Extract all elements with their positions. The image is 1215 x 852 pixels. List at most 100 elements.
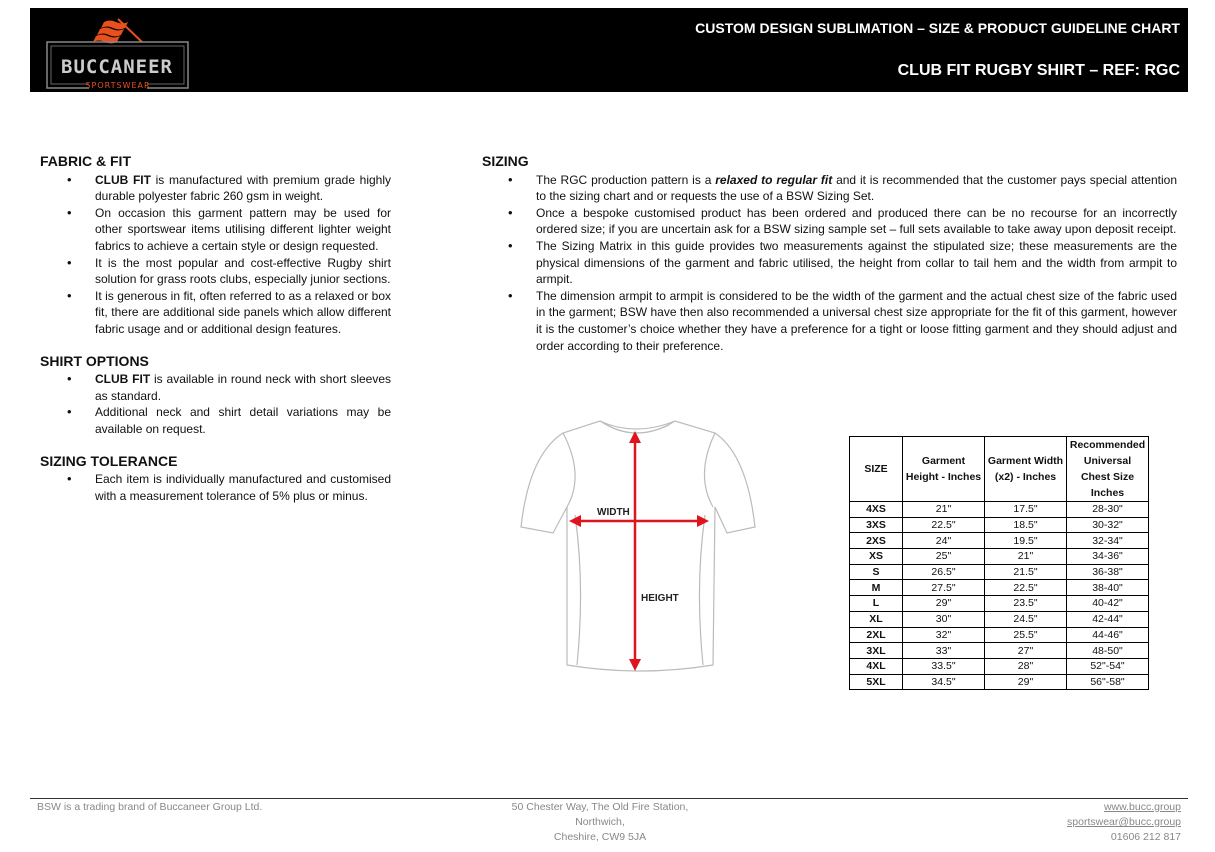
footer-contact: www.bucc.group sportswear@bucc.group 016… <box>1067 800 1181 845</box>
table-cell: 25.5" <box>984 626 1067 644</box>
table-cell: 56"-58" <box>1066 673 1149 691</box>
table-cell: 24" <box>902 532 985 550</box>
table-cell: 28-30" <box>1066 501 1149 518</box>
table-cell: 2XS <box>849 532 903 550</box>
table-row: XS 25" 21" 34-36" <box>849 548 1149 565</box>
column-header: Garment Width (x2) - Inches <box>984 436 1067 502</box>
table-cell: 25" <box>902 548 985 565</box>
table-cell: 34.5" <box>902 673 985 691</box>
table-cell: 52"-54" <box>1066 657 1149 675</box>
sizing-section: SIZING The RGC production pattern is a r… <box>482 153 1177 354</box>
list-item: CLUB FIT is manufactured with premium gr… <box>67 172 392 205</box>
table-cell: 24.5" <box>984 610 1067 628</box>
table-cell: 3XS <box>849 516 903 534</box>
table-cell: 19.5" <box>984 532 1067 550</box>
table-cell: 44-46" <box>1066 626 1149 644</box>
list-item: The dimension armpit to armpit is consid… <box>508 288 1177 354</box>
table-cell: 30-32" <box>1066 516 1149 534</box>
table-row: S 26.5" 21.5" 36-38" <box>849 563 1149 581</box>
email-link[interactable]: sportswear@bucc.group <box>1067 816 1181 828</box>
table-cell: 2XL <box>849 626 903 644</box>
emphasis-text: relaxed to regular fit <box>715 172 833 187</box>
table-cell: 27" <box>984 642 1067 659</box>
item-text: Additional neck and shirt detail variati… <box>95 405 391 436</box>
svg-text:SPORTSWEAR: SPORTSWEAR <box>85 81 150 90</box>
header-banner: BUCCANEER SPORTSWEAR CUSTOM DESIGN SUBLI… <box>30 8 1188 92</box>
list-item: It is generous in fit, often referred to… <box>67 288 391 338</box>
table-cell: 3XL <box>849 642 903 659</box>
list-item: It is the most popular and cost-effectiv… <box>67 255 391 288</box>
left-column: FABRIC & FIT CLUB FIT is manufactured wi… <box>40 153 391 519</box>
table-cell: 48-50" <box>1066 642 1149 659</box>
table-cell: 5XL <box>849 673 903 691</box>
bold-text: CLUB FIT <box>95 372 151 387</box>
table-cell: 4XL <box>849 657 903 675</box>
height-label: HEIGHT <box>641 593 679 604</box>
table-cell: 34-36" <box>1066 548 1149 565</box>
svg-text:BUCCANEER: BUCCANEER <box>61 56 173 78</box>
document-title: CUSTOM DESIGN SUBLIMATION – SIZE & PRODU… <box>695 20 1180 36</box>
table-row: 2XL 32" 25.5" 44-46" <box>849 626 1149 644</box>
section-heading: SIZING <box>482 153 529 169</box>
item-text: The dimension armpit to armpit is consid… <box>536 288 1177 353</box>
table-cell: 38-40" <box>1066 579 1149 597</box>
table-row: XL 30" 24.5" 42-44" <box>849 610 1149 628</box>
table-cell: L <box>849 595 903 612</box>
table-cell: 22.5" <box>902 516 985 534</box>
column-header: SIZE <box>849 436 903 502</box>
item-text: Each item is individually manufactured a… <box>95 472 391 503</box>
table-cell: 22.5" <box>984 579 1067 597</box>
table-cell: XS <box>849 548 903 565</box>
item-text: Once a bespoke customised product has be… <box>536 205 1177 237</box>
phone-number: 01606 212 817 <box>1110 831 1181 843</box>
list-item: On occasion this garment pattern may be … <box>67 205 391 255</box>
list-item: CLUB FIT is available in round neck with… <box>67 371 392 404</box>
footer-address: 50 Chester Way, The Old Fire Station, No… <box>480 800 720 845</box>
table-cell: 17.5" <box>984 501 1067 518</box>
item-text: The Sizing Matrix in this guide provides… <box>536 238 1177 287</box>
website-link[interactable]: www.bucc.group <box>1103 801 1181 813</box>
section-heading: SHIRT OPTIONS <box>40 352 149 369</box>
table-row: 3XL 33" 27" 48-50" <box>849 642 1149 659</box>
column-header: Recommended Universal Chest Size Inches <box>1066 436 1149 502</box>
bold-text: CLUB FIT <box>95 172 151 187</box>
table-cell: 18.5" <box>984 516 1067 534</box>
table-cell: 29" <box>902 595 985 612</box>
item-text: It is generous in fit, often referred to… <box>95 288 391 336</box>
item-text: is available in round neck with short sl… <box>95 372 392 403</box>
table-cell: 33" <box>902 642 985 659</box>
table-cell: 42-44" <box>1066 610 1149 628</box>
table-cell: 27.5" <box>902 579 985 597</box>
sizing-tolerance-section: SIZING TOLERANCE Each item is individual… <box>40 453 391 505</box>
table-cell: 21.5" <box>984 563 1067 581</box>
table-cell: 33.5" <box>902 657 985 675</box>
item-text: is manufactured with premium grade highl… <box>95 172 392 204</box>
table-cell: S <box>849 563 903 581</box>
table-cell: 30" <box>902 610 985 628</box>
table-cell: 32" <box>902 626 985 644</box>
product-title: CLUB FIT RUGBY SHIRT – REF: RGC <box>897 62 1180 79</box>
footer-legal: BSW is a trading brand of Buccaneer Grou… <box>37 801 263 813</box>
table-cell: 26.5" <box>902 563 985 581</box>
table-cell: 29" <box>984 673 1067 691</box>
width-label: WIDTH <box>597 507 630 518</box>
list-item: Additional neck and shirt detail variati… <box>67 404 391 437</box>
table-cell: 4XS <box>849 501 903 518</box>
list-item: The Sizing Matrix in this guide provides… <box>508 238 1177 288</box>
table-cell: 21" <box>984 548 1067 565</box>
table-cell: M <box>849 579 903 597</box>
table-row: 3XS 22.5" 18.5" 30-32" <box>849 516 1149 534</box>
table-row: 4XL 33.5" 28" 52"-54" <box>849 657 1149 675</box>
column-header: Garment Height - Inches <box>902 436 985 502</box>
address-line: 50 Chester Way, The Old Fire Station, <box>511 801 689 813</box>
shirt-diagram: WIDTH HEIGHT <box>520 420 756 672</box>
section-heading: SIZING TOLERANCE <box>40 452 178 469</box>
table-cell: XL <box>849 610 903 628</box>
section-heading: FABRIC & FIT <box>40 153 131 169</box>
table-cell: 32-34" <box>1066 532 1149 550</box>
size-chart-table: SIZE Garment Height - Inches Garment Wid… <box>849 436 1149 691</box>
fabric-fit-section: FABRIC & FIT CLUB FIT is manufactured wi… <box>40 153 391 338</box>
table-cell: 23.5" <box>984 595 1067 612</box>
list-item: Once a bespoke customised product has be… <box>508 205 1177 238</box>
address-line: Northwich, <box>575 816 625 828</box>
